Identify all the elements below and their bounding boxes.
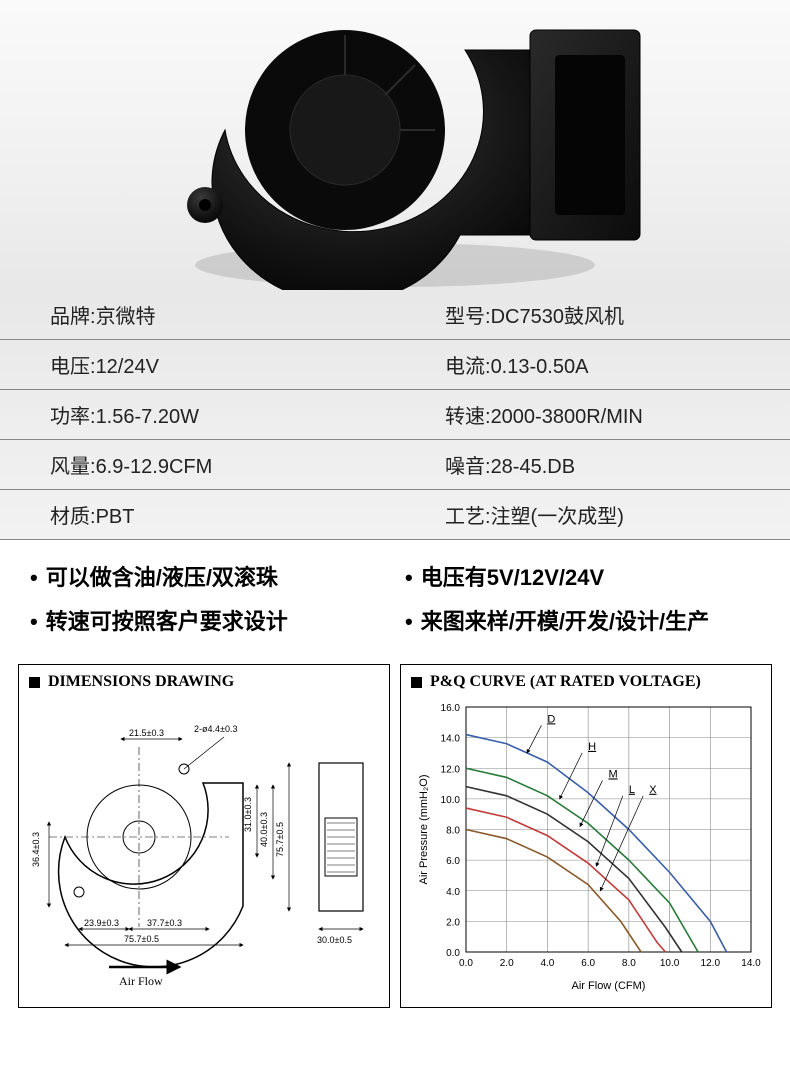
- spec-label: 功率:: [50, 400, 96, 429]
- spec-value: 0.13-0.50A: [491, 356, 589, 379]
- spec-value: 1.56-7.20W: [96, 406, 199, 429]
- svg-text:40.0±0.3: 40.0±0.3: [259, 812, 269, 847]
- dimensions-drawing: 2-ø4.4±0.3 21.5±0.3 36.4±0.3 31.0±0.3 40.0±0…: [29, 697, 379, 997]
- spec-row: 电压:12/24V 电流:0.13-0.50A: [0, 340, 790, 390]
- bullet-icon: •: [405, 565, 413, 591]
- svg-text:2.0: 2.0: [500, 958, 514, 969]
- svg-text:12.0: 12.0: [441, 764, 461, 775]
- svg-text:6.0: 6.0: [446, 856, 460, 867]
- spec-value: 注塑(一次成型): [491, 500, 624, 529]
- bullet-icon: •: [30, 609, 38, 635]
- spec-row: 材质:PBT 工艺:注塑(一次成型): [0, 490, 790, 540]
- svg-text:0.0: 0.0: [446, 948, 460, 959]
- svg-text:8.0: 8.0: [622, 958, 636, 969]
- spec-cell: 电流:0.13-0.50A: [395, 340, 790, 389]
- svg-text:2-ø4.4±0.3: 2-ø4.4±0.3: [194, 724, 237, 734]
- svg-text:0.0: 0.0: [459, 958, 473, 969]
- square-icon: [411, 677, 422, 688]
- spec-value: 京微特: [96, 300, 156, 329]
- svg-text:M: M: [609, 768, 618, 780]
- spec-label: 型号:: [445, 300, 491, 329]
- svg-text:30.0±0.5: 30.0±0.5: [317, 935, 352, 945]
- feature-item: • 电压有5V/12V/24V: [405, 560, 760, 592]
- bullet-icon: •: [30, 565, 38, 591]
- spec-label: 品牌:: [50, 300, 96, 329]
- svg-text:23.9±0.3: 23.9±0.3: [84, 918, 119, 928]
- svg-text:75.7±0.5: 75.7±0.5: [124, 934, 159, 944]
- svg-text:X: X: [649, 784, 657, 796]
- svg-text:8.0: 8.0: [446, 826, 460, 837]
- spec-value: 12/24V: [96, 356, 159, 379]
- spec-value: PBT: [96, 506, 135, 529]
- svg-text:D: D: [547, 713, 555, 725]
- spec-label: 工艺:: [445, 500, 491, 529]
- spec-label: 电流:: [445, 350, 491, 379]
- spec-cell: 功率:1.56-7.20W: [0, 390, 395, 439]
- feature-item: • 来图来样/开模/开发/设计/生产: [405, 604, 760, 636]
- feature-text: 可以做含油/液压/双滚珠: [46, 560, 278, 592]
- feature-item: • 转速可按照客户要求设计: [30, 604, 385, 636]
- svg-text:Air Flow (CFM): Air Flow (CFM): [572, 980, 646, 992]
- feature-text: 转速可按照客户要求设计: [46, 604, 288, 636]
- svg-text:4.0: 4.0: [446, 887, 460, 898]
- spec-label: 材质:: [50, 500, 96, 529]
- spec-label: 转速:: [445, 400, 491, 429]
- svg-text:36.4±0.3: 36.4±0.3: [31, 832, 41, 867]
- svg-text:Air Flow: Air Flow: [119, 974, 163, 988]
- spec-table: 品牌:京微特 型号:DC7530鼓风机 电压:12/24V 电流:0.13-0.…: [0, 290, 790, 540]
- spec-cell: 品牌:京微特: [0, 290, 395, 339]
- svg-text:14.0: 14.0: [441, 734, 461, 745]
- spec-cell: 噪音:28-45.DB: [395, 440, 790, 489]
- spec-cell: 材质:PBT: [0, 490, 395, 539]
- svg-text:10.0: 10.0: [660, 958, 680, 969]
- pq-chart: 0.0 2.0 4.0 6.0 8.0 10.0 12.0 14.0 0.0 2.0 4.0 6.0 8…: [411, 697, 761, 997]
- svg-text:31.0±0.3: 31.0±0.3: [243, 797, 253, 832]
- product-illustration: [135, 0, 655, 290]
- spec-cell: 风量:6.9-12.9CFM: [0, 440, 395, 489]
- square-icon: [29, 677, 40, 688]
- svg-text:10.0: 10.0: [441, 795, 461, 806]
- panel-title: DIMENSIONS DRAWING: [29, 673, 379, 691]
- title-text: DIMENSIONS DRAWING: [48, 673, 234, 691]
- svg-text:6.0: 6.0: [581, 958, 595, 969]
- spec-value: DC7530鼓风机: [491, 300, 624, 329]
- drawing-panels: DIMENSIONS DRAWING 2-ø4.4±0.3 21.5±0.3 36.…: [0, 656, 790, 1026]
- feature-list: • 可以做含油/液压/双滚珠 • 电压有5V/12V/24V • 转速可按照客户要求设…: [0, 540, 790, 656]
- svg-text:Air Pressure (mmH₂O): Air Pressure (mmH₂O): [418, 775, 430, 885]
- feature-text: 来图来样/开模/开发/设计/生产: [421, 604, 709, 636]
- bullet-icon: •: [405, 609, 413, 635]
- svg-text:H: H: [588, 741, 596, 753]
- spec-row: 品牌:京微特 型号:DC7530鼓风机: [0, 290, 790, 340]
- feature-text: 电压有5V/12V/24V: [421, 560, 604, 592]
- spec-cell: 型号:DC7530鼓风机: [395, 290, 790, 339]
- svg-text:75.7±0.5: 75.7±0.5: [275, 822, 285, 857]
- svg-text:14.0: 14.0: [741, 958, 761, 969]
- spec-value: 2000-3800R/MIN: [491, 406, 643, 429]
- svg-text:2.0: 2.0: [446, 917, 460, 928]
- panel-title: P&Q CURVE (AT RATED VOLTAGE): [411, 673, 761, 691]
- spec-cell: 电压:12/24V: [0, 340, 395, 389]
- spec-row: 风量:6.9-12.9CFM 噪音:28-45.DB: [0, 440, 790, 490]
- spec-cell: 工艺:注塑(一次成型): [395, 490, 790, 539]
- svg-text:12.0: 12.0: [701, 958, 721, 969]
- svg-text:4.0: 4.0: [540, 958, 554, 969]
- product-hero: [0, 0, 790, 290]
- spec-value: 6.9-12.9CFM: [96, 456, 213, 479]
- spec-label: 噪音:: [445, 450, 491, 479]
- spec-value: 28-45.DB: [491, 456, 576, 479]
- spec-label: 电压:: [50, 350, 96, 379]
- spec-label: 风量:: [50, 450, 96, 479]
- svg-text:21.5±0.3: 21.5±0.3: [129, 728, 164, 738]
- svg-text:16.0: 16.0: [441, 703, 461, 714]
- spec-cell: 转速:2000-3800R/MIN: [395, 390, 790, 439]
- svg-text:L: L: [629, 784, 635, 796]
- pq-panel: P&Q CURVE (AT RATED VOLTAGE) 0.0 2.0 4.0 6.…: [400, 664, 772, 1008]
- dimensions-panel: DIMENSIONS DRAWING 2-ø4.4±0.3 21.5±0.3 36.…: [18, 664, 390, 1008]
- title-text: P&Q CURVE (AT RATED VOLTAGE): [430, 673, 701, 691]
- spec-row: 功率:1.56-7.20W 转速:2000-3800R/MIN: [0, 390, 790, 440]
- feature-item: • 可以做含油/液压/双滚珠: [30, 560, 385, 592]
- svg-text:37.7±0.3: 37.7±0.3: [147, 918, 182, 928]
